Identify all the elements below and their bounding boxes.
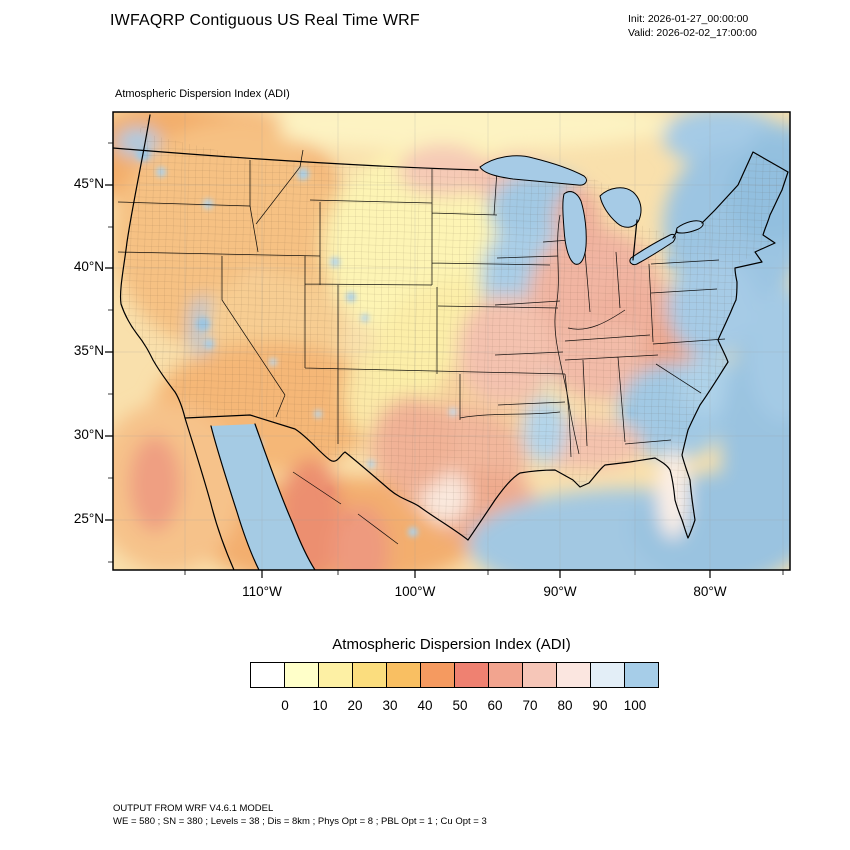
colorbar-box — [454, 662, 489, 688]
adi-field — [113, 112, 790, 570]
colorbar-tick-label: 0 — [281, 698, 289, 713]
footer-line-1: OUTPUT FROM WRF V4.6.1 MODEL — [113, 803, 274, 814]
valid-time: Valid: 2026-02-02_17:00:00 — [628, 27, 757, 39]
map-frame — [112, 111, 791, 571]
colorbar-tick-label: 70 — [522, 698, 538, 713]
colorbar — [250, 662, 659, 688]
run-times: Init: 2026-01-27_00:00:00 Valid: 2026-02… — [628, 12, 757, 40]
page-title: IWFAQRP Contiguous US Real Time WRF — [110, 12, 420, 29]
colorbar-box — [624, 662, 659, 688]
colorbar-tick-label: 10 — [312, 698, 328, 713]
colorbar-tick-label: 100 — [623, 698, 647, 713]
footer-annotation: OUTPUT FROM WRF V4.6.1 MODEL WE = 580 ; … — [113, 803, 487, 828]
great-lakes — [479, 155, 704, 265]
y-tick-label: 40°N — [73, 259, 104, 274]
colorbar-tick-label: 20 — [347, 698, 363, 713]
colorbar-box — [488, 662, 523, 688]
conus-adi-map — [105, 111, 791, 578]
axis-ticks — [105, 142, 784, 578]
colorbar-box — [386, 662, 421, 688]
coastlines — [113, 114, 789, 570]
colorbar-box — [590, 662, 625, 688]
colorbar-box — [522, 662, 557, 688]
x-tick-label: 80°W — [693, 584, 727, 599]
colorbar-box — [352, 662, 387, 688]
colorbar-title: Atmospheric Dispersion Index (ADI) — [332, 636, 571, 653]
init-time: Init: 2026-01-27_00:00:00 — [628, 13, 749, 25]
x-tick-label: 100°W — [394, 584, 436, 599]
colorbar-box — [556, 662, 591, 688]
state-boundaries — [117, 149, 726, 545]
colorbar-box — [284, 662, 319, 688]
y-tick-label: 30°N — [73, 427, 104, 442]
map-subtitle: Atmospheric Dispersion Index (ADI) — [115, 88, 290, 100]
x-tick-label: 90°W — [543, 584, 577, 599]
y-tick-label: 45°N — [73, 176, 104, 191]
colorbar-box — [420, 662, 455, 688]
colorbar-tick-label: 90 — [592, 698, 608, 713]
colorbar-tick-label: 40 — [417, 698, 433, 713]
colorbar-box — [250, 662, 285, 688]
colorbar-tick-label: 30 — [382, 698, 398, 713]
colorbar-tick-label: 60 — [487, 698, 503, 713]
gulf-of-california — [211, 424, 315, 570]
x-tick-label: 110°W — [242, 584, 282, 599]
colorbar-tick-label: 80 — [557, 698, 573, 713]
y-tick-label: 35°N — [73, 343, 104, 358]
colorbar-box — [318, 662, 353, 688]
colorbar-tick-label: 50 — [452, 698, 468, 713]
y-tick-label: 25°N — [73, 511, 104, 526]
footer-line-2: WE = 580 ; SN = 380 ; Levels = 38 ; Dis … — [113, 815, 487, 827]
